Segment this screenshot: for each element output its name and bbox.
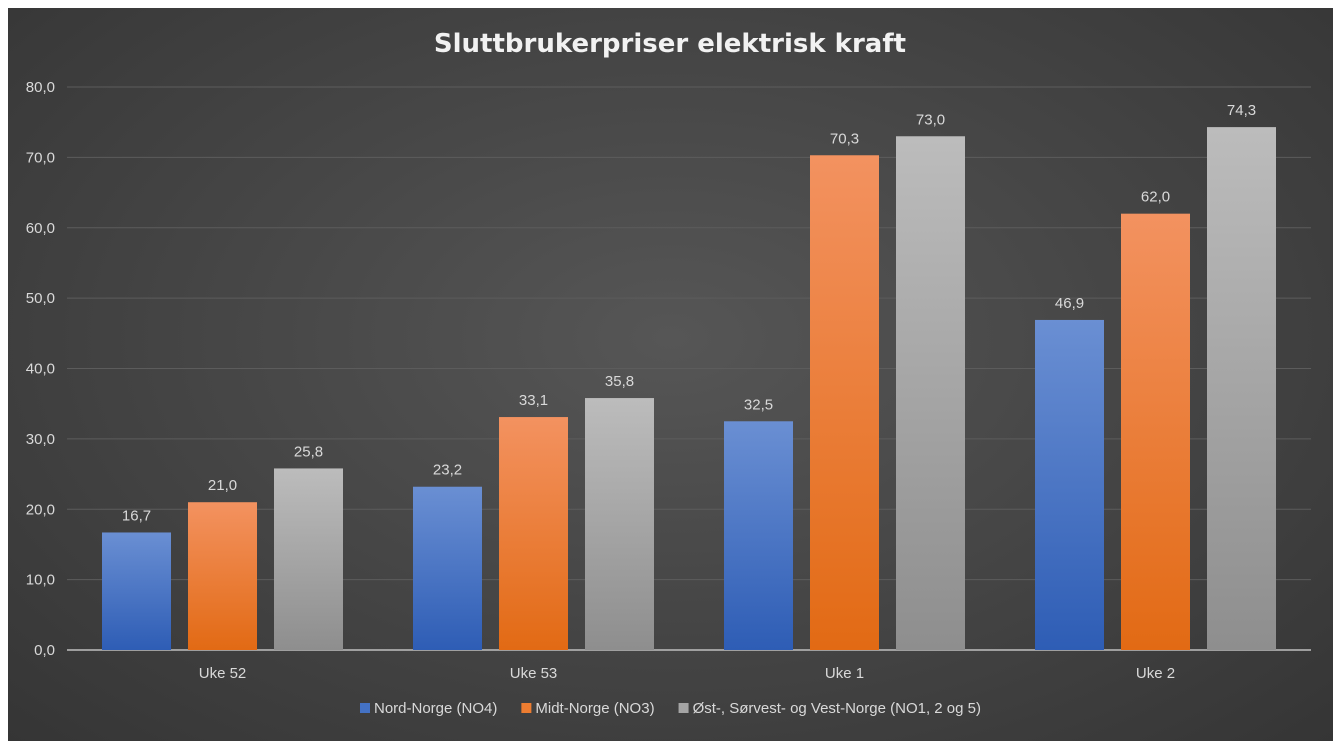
data-label: 25,8 [294, 443, 323, 460]
legend: Nord-Norge (NO4) Midt-Norge (NO3) Øst-, Sø… [360, 700, 981, 717]
y-tick-label: 30,0 [26, 431, 55, 448]
bar-midtnorge-1 [499, 417, 568, 650]
bar-nordnorge-1 [413, 486, 482, 650]
legend-entry: Nord-Norge (NO4) [374, 700, 497, 717]
x-tick-label: Uke 2 [1136, 665, 1175, 682]
legend-entry: Midt-Norge (NO3) [535, 700, 654, 717]
legend-entry: Øst-, Sørvest- og Vest-Norge (NO1, 2 og … [693, 700, 981, 717]
chart-area: Sluttbrukerpriser elektrisk kraft 0,0 10,… [8, 8, 1333, 741]
bars: 16,7 21,0 25,8 23,2 33,1 35,8 32,5 70,3 73,0 46,9… [102, 102, 1276, 651]
y-tick-label: 60,0 [26, 220, 55, 237]
x-tick-label: Uke 52 [199, 665, 247, 682]
bar-midtnorge-2 [810, 155, 879, 651]
data-label: 33,1 [519, 392, 548, 409]
y-tick-label: 0,0 [34, 642, 55, 659]
bar-øst-0 [274, 468, 343, 650]
data-label: 62,0 [1141, 189, 1170, 206]
bar-øst-1 [585, 398, 654, 650]
bar-øst-2 [896, 136, 965, 650]
bar-chart: Sluttbrukerpriser elektrisk kraft 0,0 10,… [26, 29, 1311, 717]
bar-midtnorge-3 [1121, 213, 1190, 651]
y-tick-label: 20,0 [26, 501, 55, 518]
x-tick-label: Uke 1 [825, 665, 864, 682]
bar-øst-3 [1207, 127, 1276, 650]
y-axis: 0,0 10,0 20,0 30,0 40,0 50,0 60,0 70,0 80,0 [26, 79, 55, 659]
x-axis: Uke 52 Uke 53 Uke 1 Uke 2 [199, 665, 1175, 682]
bar-midtnorge-0 [188, 502, 257, 650]
legend-swatch [678, 703, 689, 713]
data-label: 16,7 [122, 507, 151, 524]
bar-nordnorge-2 [724, 421, 793, 650]
bar-nordnorge-0 [102, 532, 171, 650]
data-label: 74,3 [1227, 102, 1256, 119]
y-tick-label: 50,0 [26, 290, 55, 307]
y-tick-label: 80,0 [26, 79, 55, 96]
y-tick-label: 70,0 [26, 149, 55, 166]
x-tick-label: Uke 53 [510, 665, 558, 682]
bar-nordnorge-3 [1035, 319, 1104, 650]
y-tick-label: 40,0 [26, 361, 55, 378]
data-label: 35,8 [605, 373, 634, 390]
data-label: 46,9 [1055, 295, 1084, 312]
data-label: 32,5 [744, 396, 773, 413]
data-label: 70,3 [830, 130, 859, 147]
legend-swatch [521, 703, 532, 713]
chart-title: Sluttbrukerpriser elektrisk kraft [434, 29, 906, 59]
data-label: 21,0 [208, 477, 237, 494]
legend-swatch [360, 703, 370, 713]
data-label: 73,0 [916, 111, 945, 128]
data-label: 23,2 [433, 462, 462, 479]
y-tick-label: 10,0 [26, 572, 55, 589]
